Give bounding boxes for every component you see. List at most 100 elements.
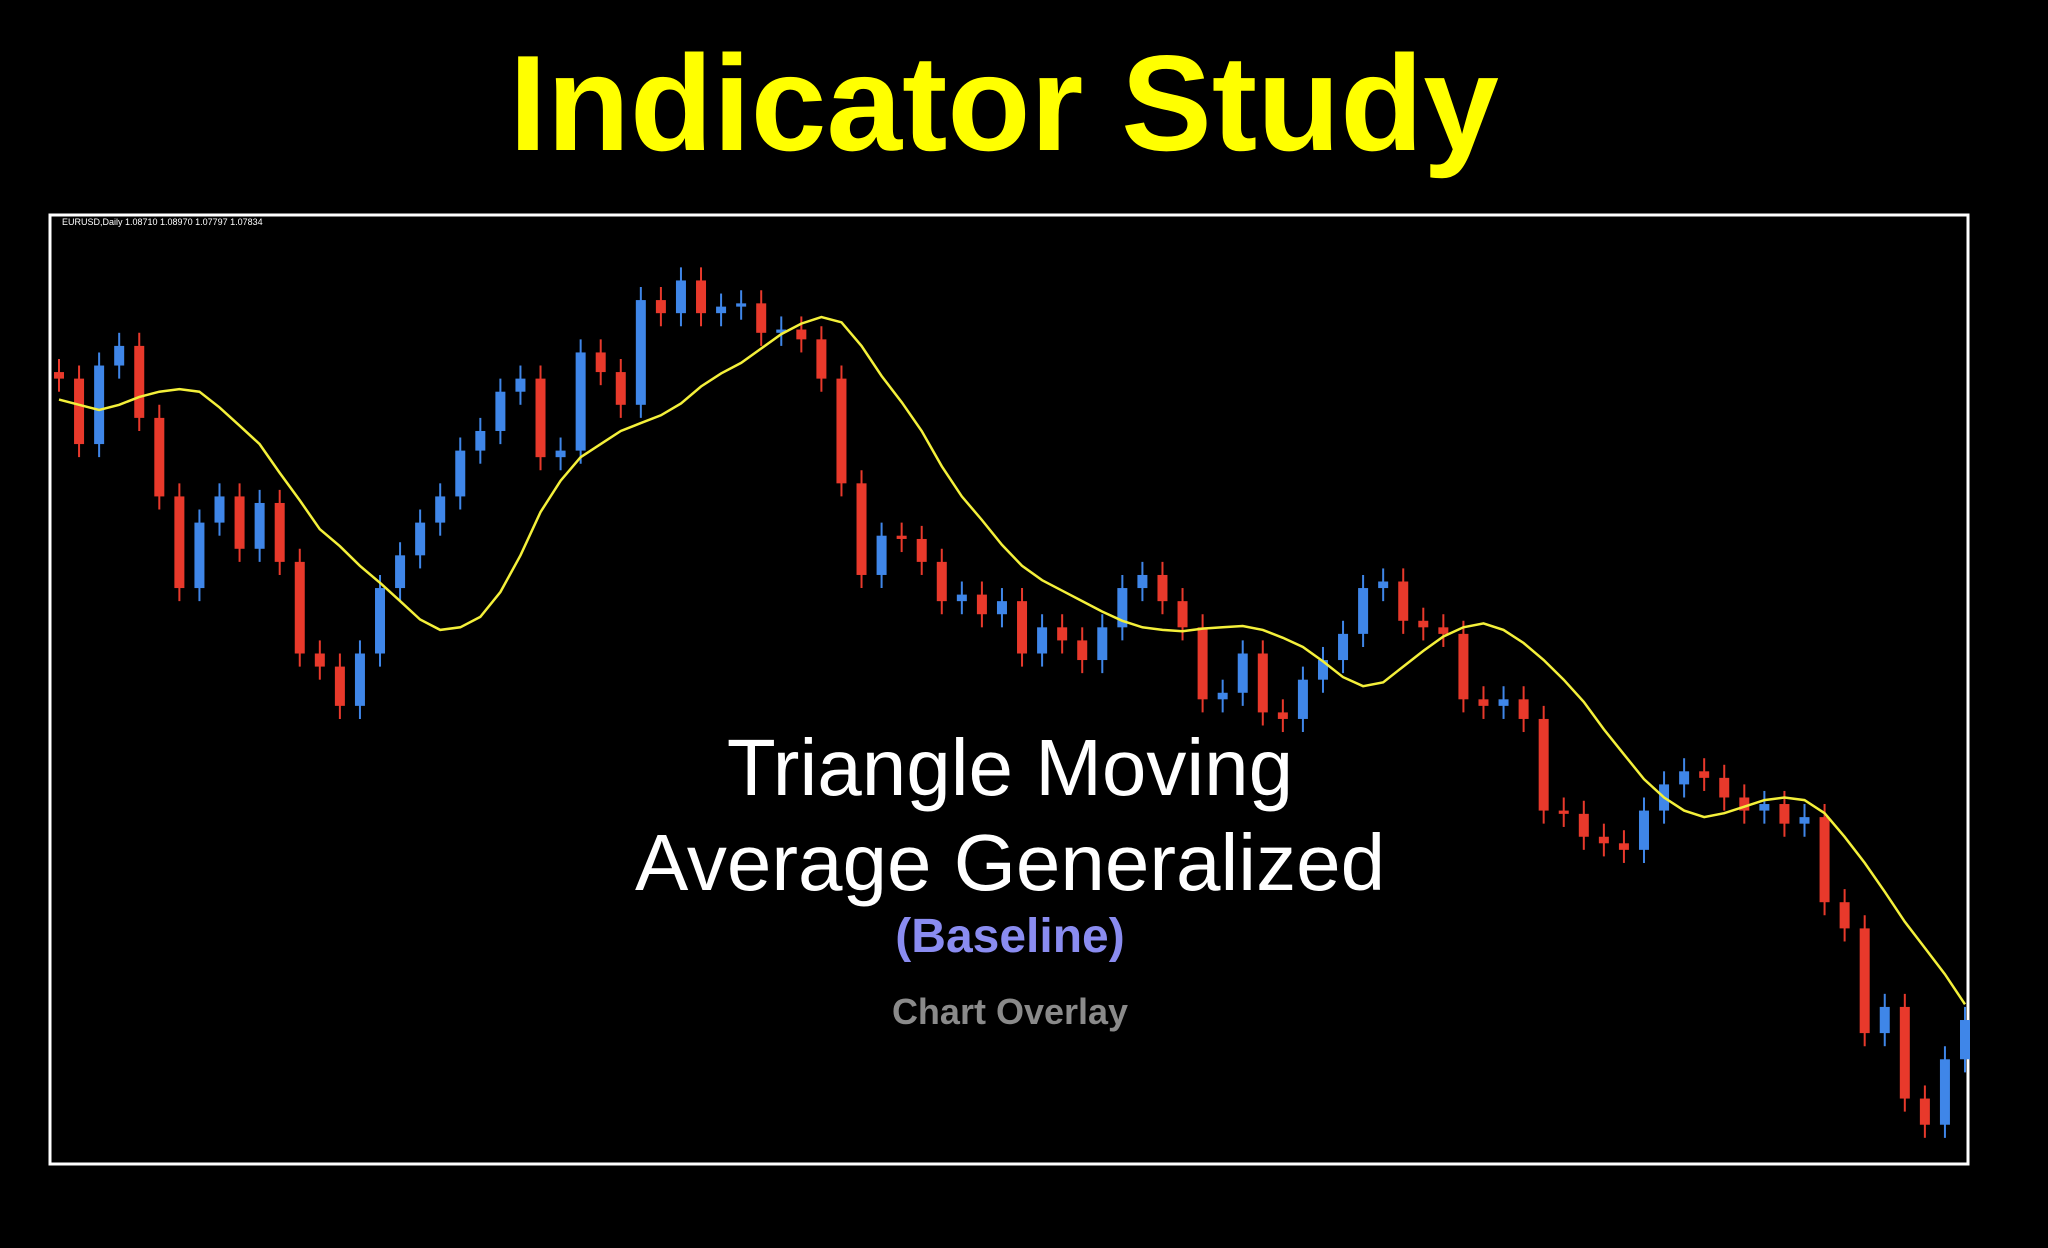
candle-body	[1277, 712, 1288, 719]
baseline-line	[58, 315, 1967, 1005]
candle-body	[515, 378, 526, 392]
candle-body	[1578, 813, 1589, 837]
candle-body	[1779, 804, 1790, 824]
candle-body	[254, 502, 265, 549]
overlay-caption: Chart Overlay	[892, 991, 1128, 1032]
candle-body	[455, 450, 466, 497]
candle-body	[334, 666, 345, 706]
candle-body	[274, 502, 285, 562]
candle-body	[1257, 653, 1268, 713]
candle-body	[1398, 581, 1409, 621]
candle-body	[1759, 804, 1770, 811]
candle-body	[996, 601, 1007, 615]
candle-body	[1157, 574, 1168, 602]
candle-body	[475, 430, 486, 451]
candle-body	[1478, 699, 1489, 706]
candle-body	[916, 538, 927, 562]
candle-body	[1317, 660, 1328, 680]
candle-body	[194, 522, 205, 589]
candle-body	[1358, 588, 1369, 634]
candle-body	[1137, 574, 1148, 589]
candle-body	[756, 303, 767, 333]
candle-body	[575, 352, 586, 451]
candle-body	[856, 483, 867, 575]
candle-body	[1859, 928, 1870, 1034]
candle-body	[415, 522, 426, 556]
candle-body	[1177, 601, 1188, 628]
candle-body	[1498, 699, 1509, 706]
candle-body	[1117, 588, 1128, 628]
candle-body	[294, 561, 305, 654]
candle-body	[956, 594, 967, 602]
candle-body	[1638, 810, 1649, 850]
candle-body	[1438, 627, 1449, 634]
candle-body	[1919, 1098, 1930, 1125]
candle-body	[716, 306, 727, 314]
overlay-title-line: Triangle Moving	[727, 723, 1293, 812]
candle-body	[635, 300, 646, 405]
candle-body	[1719, 777, 1730, 798]
candle-body	[816, 339, 827, 379]
candle-body	[54, 372, 64, 379]
candle-body	[234, 496, 245, 549]
candle-body	[1598, 836, 1609, 844]
candle-body	[354, 653, 365, 706]
plot-frame	[48, 213, 1970, 1166]
candle-body	[154, 417, 165, 497]
candle-body	[314, 653, 325, 667]
plot-area	[54, 267, 1970, 1138]
candle-body	[1939, 1059, 1950, 1125]
candle-body	[1558, 810, 1569, 814]
candle-body	[1017, 601, 1028, 654]
candle-body	[1518, 699, 1529, 719]
candle-body	[1418, 620, 1429, 628]
candle-body	[1197, 627, 1208, 700]
candle-body	[1077, 640, 1088, 661]
candle-body	[1839, 902, 1850, 929]
candle-body	[1679, 771, 1690, 785]
candle-body	[1458, 633, 1469, 700]
candle-body	[1057, 627, 1068, 641]
candle-body	[896, 535, 907, 539]
candle-body	[1899, 1006, 1910, 1099]
candle-body	[555, 450, 566, 458]
candle-body	[1378, 581, 1389, 589]
candle-body	[214, 496, 225, 523]
candle-body	[395, 555, 406, 589]
candle-body	[435, 496, 446, 523]
candle-body	[876, 535, 887, 575]
candle-body	[1217, 692, 1228, 700]
overlay-subtitle: (Baseline)	[895, 910, 1124, 963]
candle-body	[1799, 817, 1810, 824]
candle-body	[675, 280, 686, 314]
candle-body	[595, 352, 606, 373]
candle-body	[615, 372, 626, 405]
candle-body	[1618, 843, 1629, 850]
candle-body	[495, 391, 506, 431]
candle-body	[1037, 627, 1048, 654]
candle-body	[535, 378, 546, 458]
candle-body	[114, 345, 125, 366]
candle-body	[736, 303, 747, 307]
candle-body	[1739, 797, 1750, 811]
candle-body	[1879, 1006, 1890, 1034]
candle-body	[174, 496, 185, 589]
candle-body	[1538, 718, 1549, 811]
candle-body	[94, 365, 105, 445]
candle-body	[1097, 627, 1108, 661]
candle-body	[836, 378, 847, 484]
candle-body	[796, 329, 807, 340]
candle-body	[1819, 817, 1830, 903]
candle-body	[1960, 1020, 1970, 1060]
candle-body	[976, 594, 987, 615]
candle-body	[134, 345, 145, 418]
candle-body	[1237, 653, 1248, 693]
candle-body	[1338, 633, 1349, 661]
symbol-info: EURUSD,Daily 1.08710 1.08970 1.07797 1.0…	[62, 217, 263, 227]
candle-body	[776, 329, 787, 333]
overlay-title-line: Average Generalized	[635, 818, 1385, 907]
candle-body	[696, 280, 707, 314]
candle-body	[1297, 679, 1308, 719]
